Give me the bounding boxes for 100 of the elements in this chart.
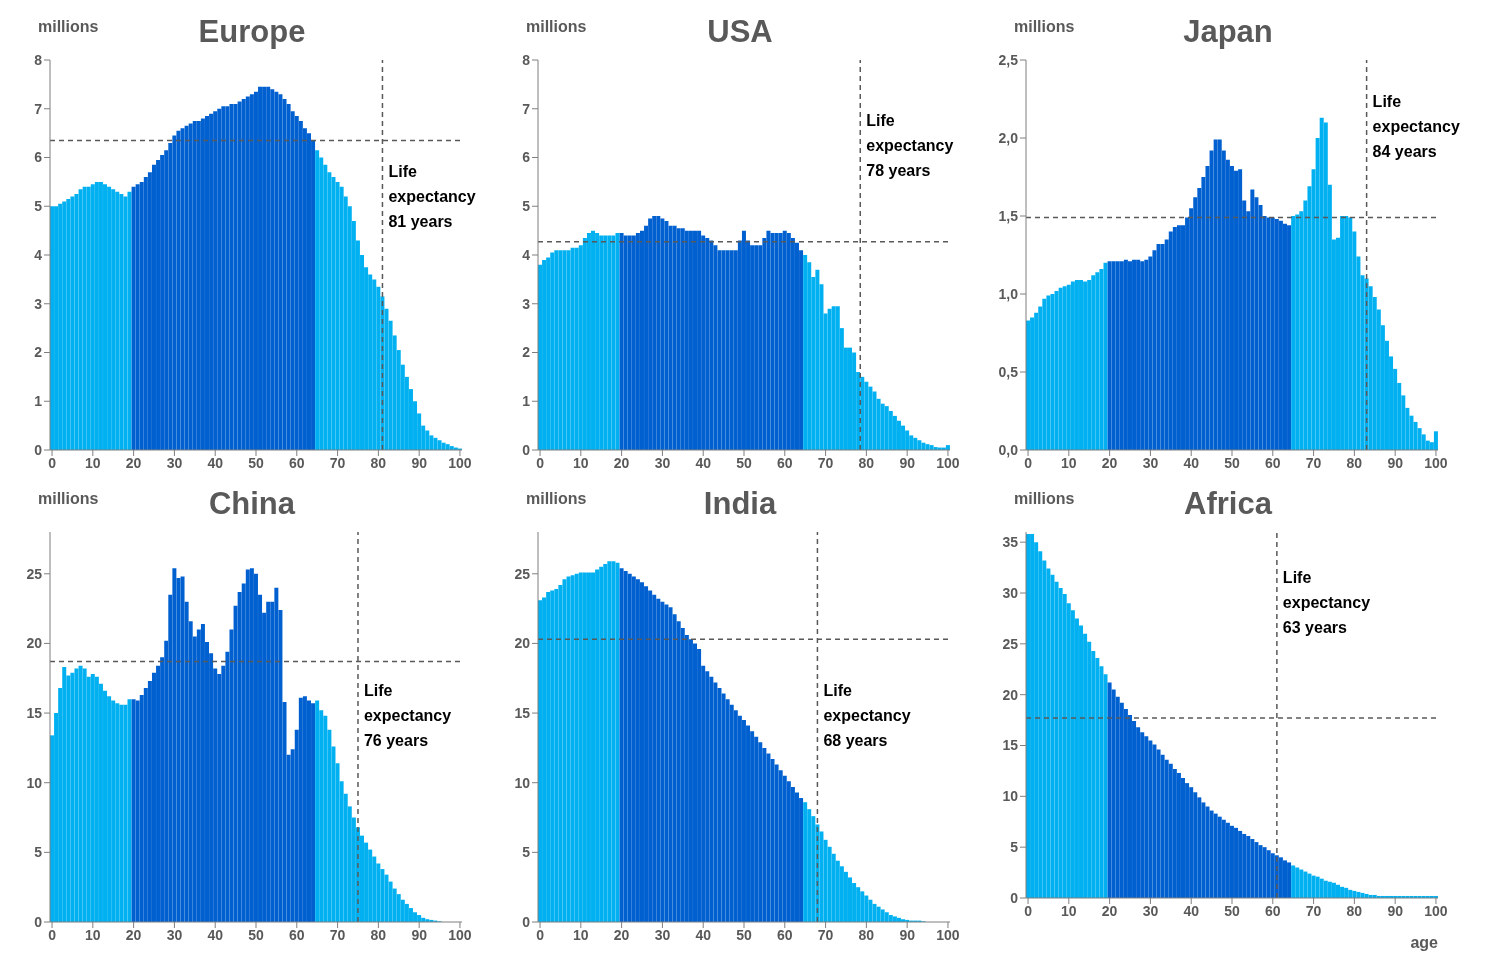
y-tick-label: 5	[522, 198, 531, 215]
y-tick-label: 30	[1002, 584, 1019, 601]
ref-line-label: Life expectancy 78 years	[866, 112, 954, 180]
x-tick-label: 0	[1024, 454, 1033, 471]
x-tick-label: 10	[1061, 902, 1077, 919]
x-tick-label: 10	[573, 454, 589, 471]
x-tick-label: 60	[1265, 454, 1281, 471]
x-tick-label: 50	[248, 454, 264, 471]
x-tick-label: 80	[1346, 454, 1363, 471]
x-tick-label: 10	[85, 454, 101, 471]
y-axis-title: millions	[1014, 18, 1075, 36]
x-tick-label: 30	[654, 454, 671, 471]
chart-title: Japan	[1183, 14, 1273, 49]
y-tick-label: 15	[514, 705, 531, 722]
y-tick-label: 10	[514, 774, 531, 791]
x-tick-label: 20	[1101, 454, 1118, 471]
y-tick-label: 0	[34, 441, 43, 458]
y-tick-label: 0,5	[998, 363, 1019, 380]
x-tick-label: 40	[695, 926, 712, 943]
y-tick-label: 0	[1010, 889, 1019, 906]
x-tick-label: 80	[370, 454, 387, 471]
y-axis-title: millions	[38, 18, 99, 36]
x-tick-label: 40	[1183, 902, 1200, 919]
y-tick-label: 7	[34, 100, 43, 117]
x-tick-label: 0	[536, 926, 545, 943]
chart-title: USA	[707, 14, 773, 49]
y-tick-label: 2	[522, 344, 531, 361]
y-tick-label: 1	[34, 393, 43, 410]
chart-title: India	[703, 486, 777, 521]
y-tick-label: 8	[522, 51, 531, 68]
x-tick-label: 50	[736, 926, 752, 943]
y-tick-label: 35	[1002, 534, 1019, 551]
x-tick-label: 70	[1305, 454, 1322, 471]
x-tick-label: 80	[1346, 902, 1363, 919]
x-tick-label: 60	[1265, 902, 1281, 919]
x-tick-label: 0	[48, 926, 57, 943]
y-axis-title: millions	[1014, 490, 1075, 508]
x-tick-label: 30	[1142, 454, 1159, 471]
y-tick-label: 0,0	[998, 441, 1019, 458]
x-tick-label: 70	[329, 926, 346, 943]
chart-title: China	[208, 486, 296, 521]
x-tick-label: 100	[936, 454, 960, 471]
x-tick-label: 50	[1224, 902, 1240, 919]
x-tick-label: 30	[166, 454, 183, 471]
y-tick-label: 10	[26, 774, 43, 791]
x-tick-label: 30	[1142, 902, 1159, 919]
y-tick-label: 0	[34, 913, 43, 930]
x-tick-label: 60	[777, 454, 793, 471]
x-tick-label: 90	[1387, 902, 1404, 919]
ref-line-label: Life expectancy 68 years	[823, 681, 911, 749]
ref-line-label: Life expectancy 84 years	[1372, 92, 1460, 160]
y-tick-label: 4	[34, 246, 43, 263]
x-tick-label: 80	[370, 926, 387, 943]
y-tick-label: 5	[34, 844, 43, 861]
y-tick-label: 2,5	[998, 51, 1019, 68]
y-tick-label: 1,0	[998, 285, 1019, 302]
x-tick-label: 10	[573, 926, 589, 943]
y-tick-label: 25	[1002, 635, 1019, 652]
chart-title: Africa	[1184, 486, 1272, 521]
x-tick-label: 20	[1101, 902, 1118, 919]
y-tick-label: 1,5	[998, 207, 1019, 224]
x-tick-label: 20	[613, 454, 630, 471]
y-tick-label: 25	[514, 565, 531, 582]
x-tick-label: 0	[48, 454, 57, 471]
y-tick-label: 5	[34, 198, 43, 215]
x-axis-title: age	[1410, 934, 1439, 951]
y-tick-label: 6	[522, 149, 531, 166]
x-tick-label: 90	[899, 926, 916, 943]
y-axis-title: millions	[38, 490, 99, 508]
y-tick-label: 20	[1002, 686, 1019, 703]
x-tick-label: 20	[125, 454, 142, 471]
y-tick-label: 20	[26, 635, 43, 652]
x-tick-label: 50	[1224, 454, 1240, 471]
x-tick-label: 10	[85, 926, 101, 943]
y-tick-label: 3	[34, 295, 43, 312]
x-tick-label: 0	[1024, 902, 1033, 919]
x-tick-label: 90	[1387, 454, 1404, 471]
x-tick-label: 90	[411, 454, 428, 471]
x-tick-label: 100	[1424, 454, 1448, 471]
y-tick-label: 0	[522, 441, 531, 458]
y-tick-label: 7	[522, 100, 531, 117]
x-tick-label: 100	[448, 454, 472, 471]
y-tick-label: 5	[1010, 839, 1019, 856]
x-tick-label: 30	[166, 926, 183, 943]
x-tick-label: 100	[448, 926, 472, 943]
ref-line-label: Life expectancy 63 years	[1282, 569, 1371, 637]
x-tick-label: 70	[817, 454, 834, 471]
y-tick-label: 0	[522, 913, 531, 930]
x-tick-label: 40	[207, 926, 224, 943]
x-tick-label: 50	[248, 926, 264, 943]
y-axis-title: millions	[526, 18, 587, 36]
x-tick-label: 80	[858, 454, 875, 471]
y-tick-label: 15	[26, 705, 43, 722]
x-tick-label: 10	[1061, 454, 1077, 471]
x-tick-label: 100	[936, 926, 960, 943]
x-tick-label: 20	[125, 926, 142, 943]
y-axis-title: millions	[526, 490, 587, 508]
y-tick-label: 8	[34, 51, 43, 68]
x-tick-label: 60	[289, 454, 305, 471]
y-tick-label: 15	[1002, 737, 1019, 754]
